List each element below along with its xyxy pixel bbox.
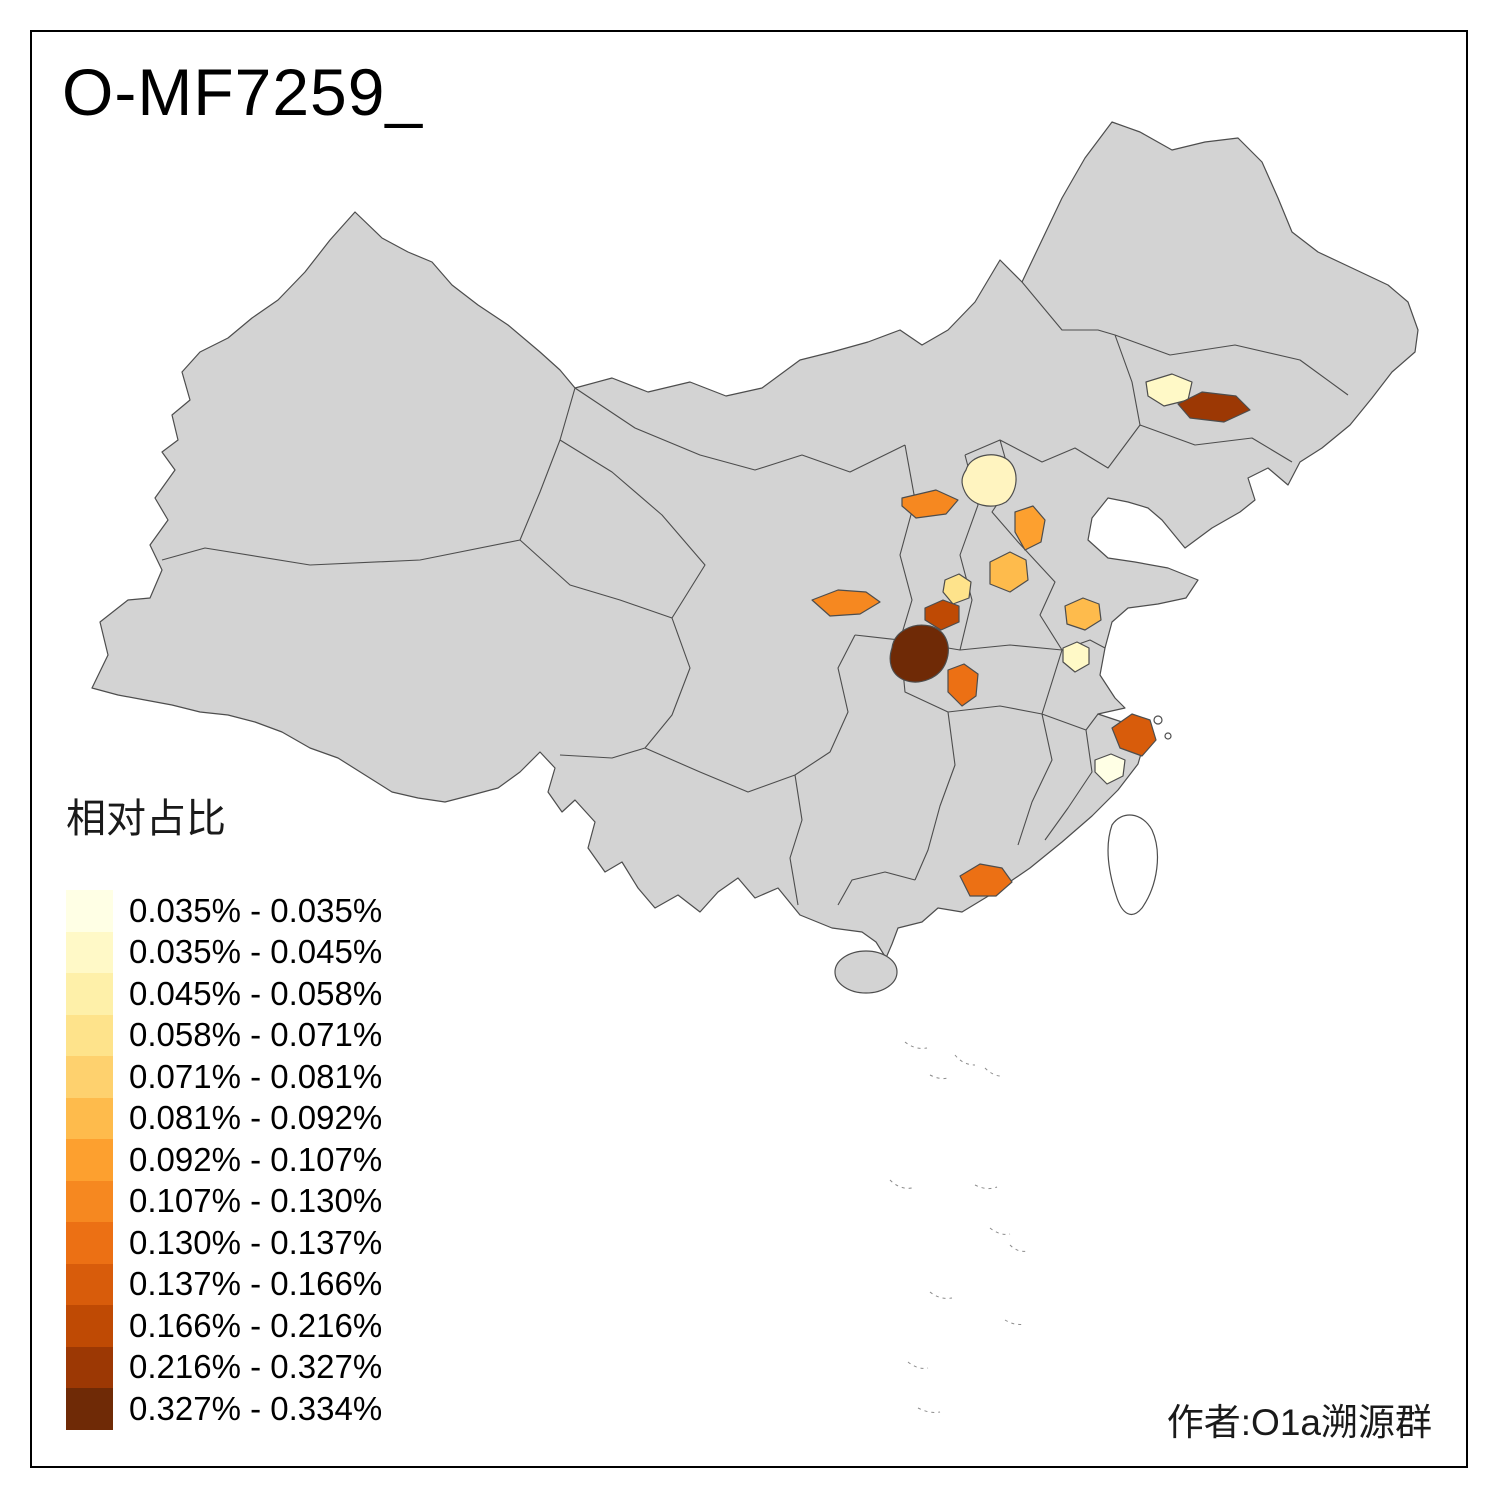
- legend-item: 0.058% - 0.071%: [66, 1014, 383, 1056]
- highlighted-region-10: [889, 624, 949, 683]
- legend-label: 0.035% - 0.045%: [129, 933, 383, 971]
- legend-swatch: [66, 1222, 113, 1264]
- highlighted-region-06: [989, 551, 1029, 593]
- legend-item: 0.137% - 0.166%: [66, 1263, 383, 1305]
- legend-item: 0.071% - 0.081%: [66, 1056, 382, 1098]
- attribution: 作者:O1a溯源群: [1166, 1402, 1432, 1443]
- legend-label: 0.058% - 0.071%: [129, 1016, 383, 1054]
- legend-label: 0.166% - 0.216%: [129, 1306, 383, 1344]
- legend-item: 0.327% - 0.334%: [66, 1388, 382, 1430]
- legend-swatch: [66, 1014, 113, 1056]
- sea-islands: [889, 1041, 1029, 1413]
- coastal-islet: [1164, 732, 1172, 740]
- legend-label: 0.137% - 0.166%: [129, 1265, 383, 1303]
- legend-swatch: [66, 1346, 113, 1388]
- legend-item: 0.035% - 0.045%: [66, 931, 383, 973]
- coastal-islet: [1153, 715, 1163, 725]
- highlighted-region-13: [1062, 641, 1090, 673]
- highlighted-region-14: [1111, 713, 1157, 757]
- highlighted-region-08: [924, 599, 960, 631]
- highlighted-region-12: [1064, 597, 1102, 631]
- highlighted-region-02: [1177, 391, 1251, 423]
- legend-swatch: [66, 1180, 113, 1222]
- legend-item: 0.130% - 0.137%: [66, 1222, 382, 1264]
- legend-item: 0.107% - 0.130%: [66, 1180, 383, 1222]
- highlighted-region-05: [1014, 505, 1046, 551]
- legend-item: 0.092% - 0.107%: [66, 1139, 382, 1181]
- highlighted-region-07: [942, 573, 972, 605]
- highlighted-region-11: [947, 663, 979, 707]
- legend-swatch: [66, 890, 113, 932]
- legend-label: 0.216% - 0.327%: [129, 1348, 383, 1386]
- legend-label: 0.130% - 0.137%: [129, 1223, 383, 1261]
- taiwan-island: [1107, 814, 1159, 916]
- highlighted-region-04: [901, 489, 959, 519]
- legend-swatch: [66, 1056, 113, 1098]
- highlighted-region-09: [811, 589, 881, 617]
- legend-swatch: [66, 1097, 113, 1139]
- legend-swatch: [66, 1305, 113, 1347]
- legend-label: 0.045% - 0.058%: [129, 974, 383, 1012]
- legend-swatch: [66, 1263, 113, 1305]
- legend-item: 0.035% - 0.035%: [66, 890, 382, 932]
- legend-label: 0.092% - 0.107%: [129, 1140, 383, 1178]
- legend-item: 0.045% - 0.058%: [66, 973, 382, 1015]
- legend-label: 0.071% - 0.081%: [129, 1057, 383, 1095]
- legend-label: 0.035% - 0.035%: [129, 891, 383, 929]
- page-title: O-MF7259_: [62, 55, 424, 129]
- legend-label: 0.107% - 0.130%: [129, 1182, 383, 1220]
- legend-swatch: [66, 1388, 113, 1430]
- highlighted-region-16: [959, 863, 1013, 897]
- legend-label: 0.081% - 0.092%: [129, 1099, 383, 1137]
- province-borders: [161, 281, 1349, 906]
- hainan-island: [834, 950, 898, 994]
- legend-title: 相对占比: [66, 797, 226, 841]
- highlighted-region-03: [961, 454, 1017, 507]
- legend-item: 0.081% - 0.092%: [66, 1097, 383, 1139]
- legend-swatch: [66, 931, 113, 973]
- legend-swatch: [66, 973, 113, 1015]
- legend-swatch: [66, 1139, 113, 1181]
- legend-item: 0.166% - 0.216%: [66, 1305, 382, 1347]
- mainland-shape: [91, 121, 1419, 959]
- legend-item: 0.216% - 0.327%: [66, 1346, 383, 1388]
- legend: 相对占比 0.035% - 0.035% 0.035% - 0.045% 0.0…: [66, 786, 382, 1430]
- legend-label: 0.327% - 0.334%: [129, 1389, 383, 1427]
- highlighted-region-15: [1094, 753, 1126, 785]
